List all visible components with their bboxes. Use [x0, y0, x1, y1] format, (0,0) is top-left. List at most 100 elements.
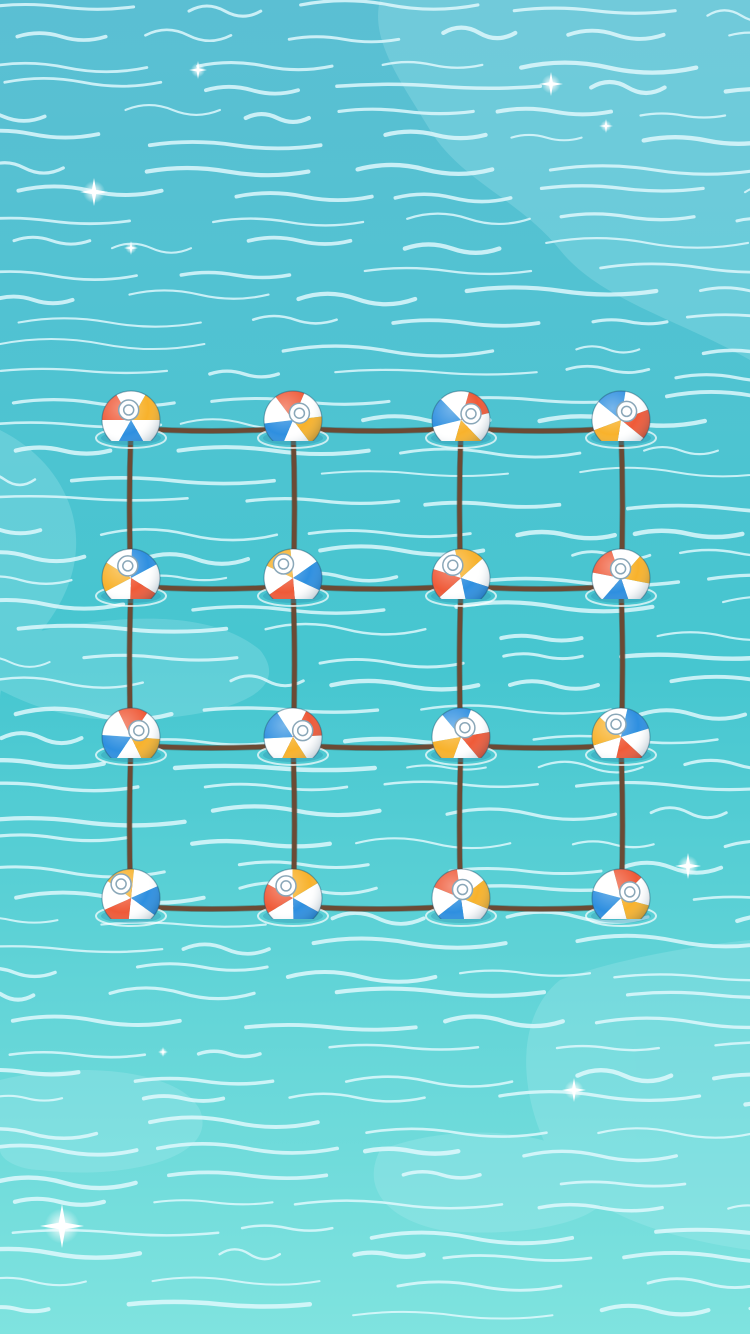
- wave-ripple: [512, 6, 677, 15]
- wave-ripple: [344, 1075, 514, 1088]
- wave-ripple: [685, 313, 750, 319]
- wave-ripple: [8, 1050, 147, 1059]
- beach-ball-icon[interactable]: [95, 868, 167, 927]
- wave-ripple: [0, 216, 131, 226]
- wave-ripple: [13, 445, 113, 456]
- wave-ripple: [537, 1202, 664, 1213]
- beach-ball-icon[interactable]: [585, 548, 657, 607]
- wave-ripple: [381, 60, 484, 69]
- wave-ripple: [723, 840, 750, 849]
- wave-ripple: [12, 1196, 106, 1207]
- wave-ripple: [100, 921, 267, 928]
- beach-ball-icon[interactable]: [257, 707, 329, 766]
- wave-ripple: [537, 760, 644, 774]
- wave-ripple: [499, 633, 584, 643]
- beach-ball-icon[interactable]: [425, 707, 497, 766]
- wave-ripple: [515, 529, 617, 541]
- wave-ripple: [548, 164, 750, 176]
- wave-ripple: [362, 1146, 461, 1156]
- beach-ball-icon[interactable]: [585, 707, 657, 766]
- beach-ball-icon[interactable]: [585, 390, 657, 449]
- wave-ripple: [571, 840, 655, 849]
- wave-ripple: [0, 128, 101, 140]
- wave-ripple: [285, 970, 438, 984]
- beach-ball-icon[interactable]: [95, 707, 167, 766]
- wave-ripple: [728, 31, 750, 37]
- wave-ripple: [0, 967, 57, 979]
- wave-ripple: [208, 369, 281, 379]
- wave-ripple: [599, 1303, 711, 1317]
- wave-ripple: [613, 973, 750, 982]
- wave-ripple: [591, 318, 669, 326]
- wave-ripple: [396, 1280, 563, 1292]
- wave-ripple: [692, 895, 750, 901]
- wave-ripple: [320, 470, 509, 477]
- wave-ripple: [683, 758, 750, 770]
- wave-ripple: [365, 1127, 548, 1138]
- wave-ripple: [16, 623, 229, 634]
- wave-ripple: [0, 917, 59, 924]
- sparkle-icon: [80, 178, 108, 206]
- wave-ripple: [669, 674, 750, 684]
- wave-ripple: [594, 1016, 750, 1030]
- wave-ripple: [3, 76, 163, 88]
- beach-ball-icon[interactable]: [425, 548, 497, 607]
- wave-ripple: [0, 731, 84, 746]
- beach-ball-icon[interactable]: [257, 390, 329, 449]
- sparkle-icon: [539, 72, 563, 96]
- wave-ripple: [335, 82, 543, 91]
- wave-ripple: [218, 1248, 281, 1261]
- wave-ripple: [638, 708, 748, 721]
- wave-ripple: [0, 1143, 139, 1157]
- wave-ripple: [187, 4, 263, 18]
- wave-ripple: [196, 61, 334, 72]
- wave-ripple: [318, 657, 465, 669]
- wave-ripple: [243, 112, 311, 124]
- sparkle-icon: [675, 853, 701, 879]
- wave-ripple: [575, 345, 641, 354]
- wave-ripple: [401, 1170, 482, 1180]
- wave-ripple: [153, 1199, 274, 1206]
- wave-ripple: [643, 445, 719, 456]
- wave-ripple: [559, 212, 696, 222]
- wave-ripple: [196, 1049, 262, 1059]
- wave-ripple: [369, 1230, 575, 1246]
- beach-ball-icon[interactable]: [585, 868, 657, 927]
- wave-ripple: [141, 552, 251, 566]
- wave-ripple: [203, 782, 349, 792]
- wave-ripple: [498, 1090, 702, 1102]
- wave-ripple: [399, 447, 582, 459]
- wave-ripple: [204, 84, 300, 96]
- beach-ball-icon[interactable]: [95, 390, 167, 449]
- wave-ripple: [0, 945, 164, 954]
- wave-ripple: [406, 764, 487, 771]
- wave-ripple: [328, 1043, 480, 1051]
- wave-ripple: [0, 598, 126, 611]
- beach-ball-icon[interactable]: [257, 868, 329, 927]
- wave-ripple: [337, 107, 475, 116]
- wave-ripple: [391, 318, 541, 328]
- wave-ripple: [151, 1276, 321, 1286]
- wave-ripple: [599, 262, 750, 274]
- ball-grid: [95, 390, 657, 927]
- wave-ripple: [508, 679, 600, 691]
- wave-ripple: [0, 527, 43, 536]
- wave-ripple: [597, 1127, 750, 1139]
- wave-ripple: [244, 1022, 418, 1032]
- wave-ripple: [575, 1067, 674, 1084]
- wave-ripple: [575, 933, 750, 949]
- wave-ripple: [179, 270, 292, 280]
- wave-ripple: [579, 466, 750, 478]
- beach-ball-icon[interactable]: [257, 548, 329, 607]
- wave-ripple: [355, 162, 495, 176]
- beach-ball-icon[interactable]: [425, 390, 497, 449]
- wave-ripple: [706, 9, 750, 21]
- wave-ripple: [722, 596, 750, 604]
- beach-ball-icon[interactable]: [95, 548, 167, 607]
- wave-ripple: [124, 104, 221, 116]
- wave-ripple: [329, 678, 481, 692]
- wave-ripple: [619, 652, 750, 661]
- beach-ball-icon[interactable]: [425, 868, 497, 927]
- wave-ripple: [17, 317, 202, 328]
